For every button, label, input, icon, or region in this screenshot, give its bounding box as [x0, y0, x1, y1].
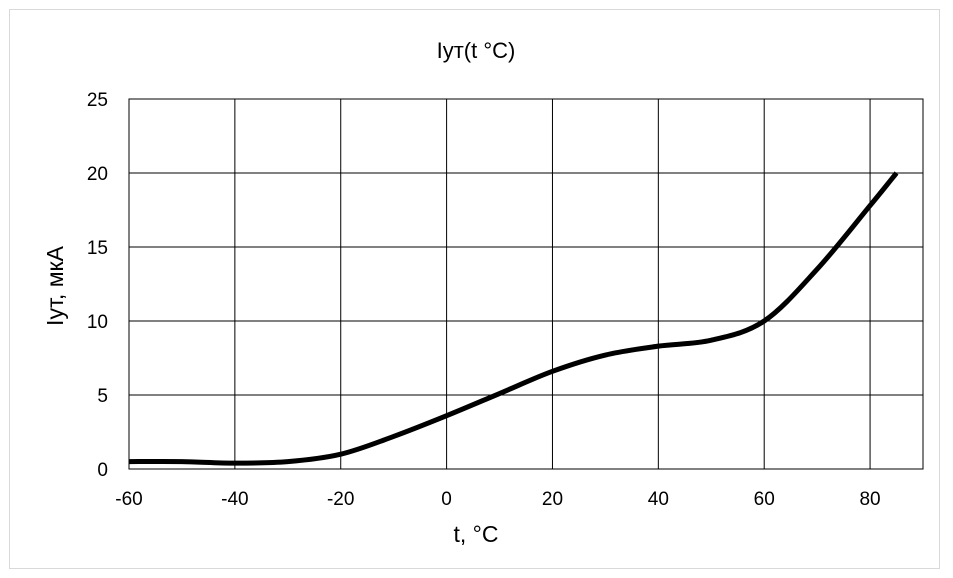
x-tick-label: 80 — [859, 489, 880, 510]
series-line — [128, 171, 899, 466]
x-axis-title: t, °C — [454, 521, 499, 547]
x-tick-label: -20 — [327, 489, 354, 510]
x-tick-label: 40 — [648, 489, 669, 510]
chart-title: Iут(t °C) — [437, 38, 516, 63]
x-tick-label: 60 — [754, 489, 775, 510]
series-group — [128, 171, 899, 466]
plot-area-border — [128, 98, 924, 470]
x-tick-label: -40 — [221, 489, 248, 510]
chart-frame — [9, 9, 940, 569]
y-axis-title: Iут, мкА — [42, 245, 68, 326]
y-tick-label: 5 — [97, 386, 108, 407]
x-tick-label: -60 — [115, 489, 142, 510]
y-tick-label: 20 — [87, 164, 108, 185]
plot-border — [128, 98, 924, 470]
y-tick-label: 25 — [87, 90, 108, 111]
x-tick-label: 20 — [542, 489, 563, 510]
y-tick-label: 10 — [87, 312, 108, 333]
y-tick-label: 0 — [97, 460, 108, 481]
x-tick-labels: -60 -40 -20 0 20 40 60 80 — [115, 489, 880, 510]
x-tick-label: 0 — [441, 489, 452, 510]
y-tick-label: 15 — [87, 238, 108, 259]
y-tick-labels: 0 5 10 15 20 25 — [87, 90, 108, 481]
